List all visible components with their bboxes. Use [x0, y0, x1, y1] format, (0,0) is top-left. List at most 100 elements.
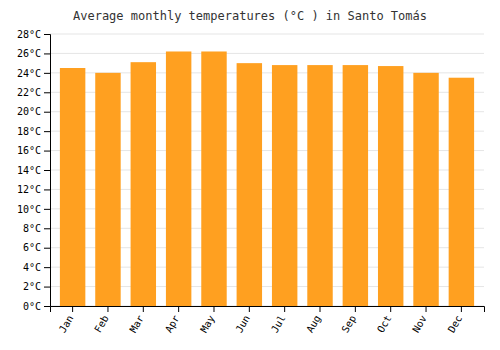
- x-tick-mark: [72, 306, 73, 312]
- y-tick: 28°C: [17, 29, 50, 40]
- y-tick: 6°C: [23, 242, 50, 253]
- bar: [413, 73, 438, 306]
- y-tick: 18°C: [17, 126, 50, 137]
- grid: [50, 34, 484, 306]
- title: Average monthly temperatures (°C ) in Sa…: [73, 9, 427, 23]
- y-tick-label: 18°C: [17, 126, 41, 137]
- bar: [60, 68, 85, 306]
- x-tick-mark: [107, 306, 108, 312]
- x-tick-mark: [355, 306, 356, 312]
- x-tick-label: Jul: [269, 313, 288, 334]
- bar: [131, 62, 156, 306]
- y-tick-mark: [44, 287, 50, 288]
- x-tick-label: Oct: [375, 313, 394, 334]
- y-tick: 22°C: [17, 87, 50, 98]
- x-tick-mark: [178, 306, 179, 312]
- x-tick: Jul: [269, 306, 288, 334]
- x-tick: Aug: [304, 306, 323, 334]
- bar: [95, 73, 120, 306]
- y-tick: 8°C: [23, 223, 50, 234]
- y-tick-label: 14°C: [17, 165, 41, 176]
- x-tick: Sep: [340, 306, 359, 334]
- y-tick: 26°C: [17, 48, 50, 59]
- bar: [307, 65, 332, 306]
- y-tick-label: 10°C: [17, 204, 41, 215]
- plot: 0°C 2°C 4°C 6°C 8°C 10°C 12°C 14°C 16°C 18°C 20°C 2…: [17, 29, 485, 335]
- x-tick-label: Feb: [92, 313, 111, 334]
- y-tick-mark: [44, 306, 50, 307]
- y-tick-mark: [44, 73, 50, 74]
- y-tick-mark: [44, 151, 50, 152]
- y-tick-label: 12°C: [17, 184, 41, 195]
- y-tick-mark: [44, 170, 50, 171]
- y-tick: 14°C: [17, 165, 50, 176]
- y-tick-label: 2°C: [23, 281, 41, 292]
- x-axis: Jan Feb Mar Apr May Jun Jul Aug Sep Oct Nov Dec: [51, 306, 485, 334]
- x-tick-label: Jun: [234, 313, 253, 334]
- y-tick-label: 0°C: [23, 301, 41, 312]
- chart: 0°C 2°C 4°C 6°C 8°C 10°C 12°C 14°C 16°C 18°C 20°C 2…: [0, 0, 500, 350]
- y-tick: 24°C: [17, 68, 50, 79]
- x-tick-mark: [213, 306, 214, 312]
- bar: [343, 65, 368, 306]
- y-tick: 0°C: [23, 301, 50, 312]
- x-tick-mark: [284, 306, 285, 312]
- y-tick-label: 6°C: [23, 242, 41, 253]
- y-tick: 2°C: [23, 281, 50, 292]
- y-axis: 0°C 2°C 4°C 6°C 8°C 10°C 12°C 14°C 16°C 18°C 20°C 2…: [17, 29, 51, 312]
- bar: [237, 63, 262, 306]
- x-tick: Apr: [163, 306, 182, 334]
- y-tick-label: 4°C: [23, 262, 41, 273]
- y-tick-mark: [44, 53, 50, 54]
- y-tick-mark: [44, 189, 50, 190]
- y-tick: 4°C: [23, 262, 50, 273]
- x-tick: Dec: [446, 306, 465, 334]
- x-tick-label: Mar: [128, 313, 147, 334]
- x-tick: Nov: [410, 306, 429, 334]
- x-tick-label: Dec: [446, 313, 465, 334]
- y-tick: 20°C: [17, 106, 50, 117]
- x-tick-label: Apr: [163, 313, 182, 334]
- grid-line: [50, 34, 484, 35]
- y-tick-mark: [44, 267, 50, 268]
- bar: [166, 51, 191, 306]
- x-tick: Mar: [128, 306, 147, 334]
- y-axis-line: [44, 35, 51, 307]
- y-tick-mark: [44, 112, 50, 113]
- x-tick-mark: [249, 306, 250, 312]
- y-tick: 10°C: [17, 204, 50, 215]
- x-tick-mark: [390, 306, 391, 312]
- x-tick: Oct: [375, 306, 394, 334]
- y-tick-mark: [44, 209, 50, 210]
- x-tick: May: [198, 306, 217, 334]
- bar: [201, 51, 226, 306]
- x-tick-label: Sep: [340, 313, 359, 334]
- x-tick-label: Nov: [410, 313, 429, 334]
- y-tick-mark: [44, 228, 50, 229]
- y-tick-label: 22°C: [17, 87, 41, 98]
- y-tick-label: 28°C: [17, 29, 41, 40]
- x-tick-mark: [426, 306, 427, 312]
- bars: [60, 51, 474, 306]
- x-tick: Jan: [57, 306, 76, 334]
- grid-line: [50, 53, 484, 54]
- y-tick-label: 20°C: [17, 106, 41, 117]
- y-tick-mark: [44, 131, 50, 132]
- y-tick-mark: [44, 248, 50, 249]
- x-tick-mark: [320, 306, 321, 312]
- bar: [378, 66, 403, 306]
- x-tick-label: Jan: [57, 313, 76, 334]
- y-tick-label: 24°C: [17, 68, 41, 79]
- y-tick-label: 8°C: [23, 223, 41, 234]
- y-tick-mark: [44, 92, 50, 93]
- x-tick-label: May: [198, 313, 217, 334]
- x-axis-line: [51, 307, 485, 313]
- x-tick: Feb: [92, 306, 111, 334]
- y-tick-mark: [44, 34, 50, 35]
- x-tick-mark: [143, 306, 144, 312]
- x-tick-label: Aug: [304, 313, 323, 334]
- y-tick: 16°C: [17, 145, 50, 156]
- bar: [272, 65, 297, 306]
- y-tick-label: 16°C: [17, 145, 41, 156]
- y-tick-label: 26°C: [17, 48, 41, 59]
